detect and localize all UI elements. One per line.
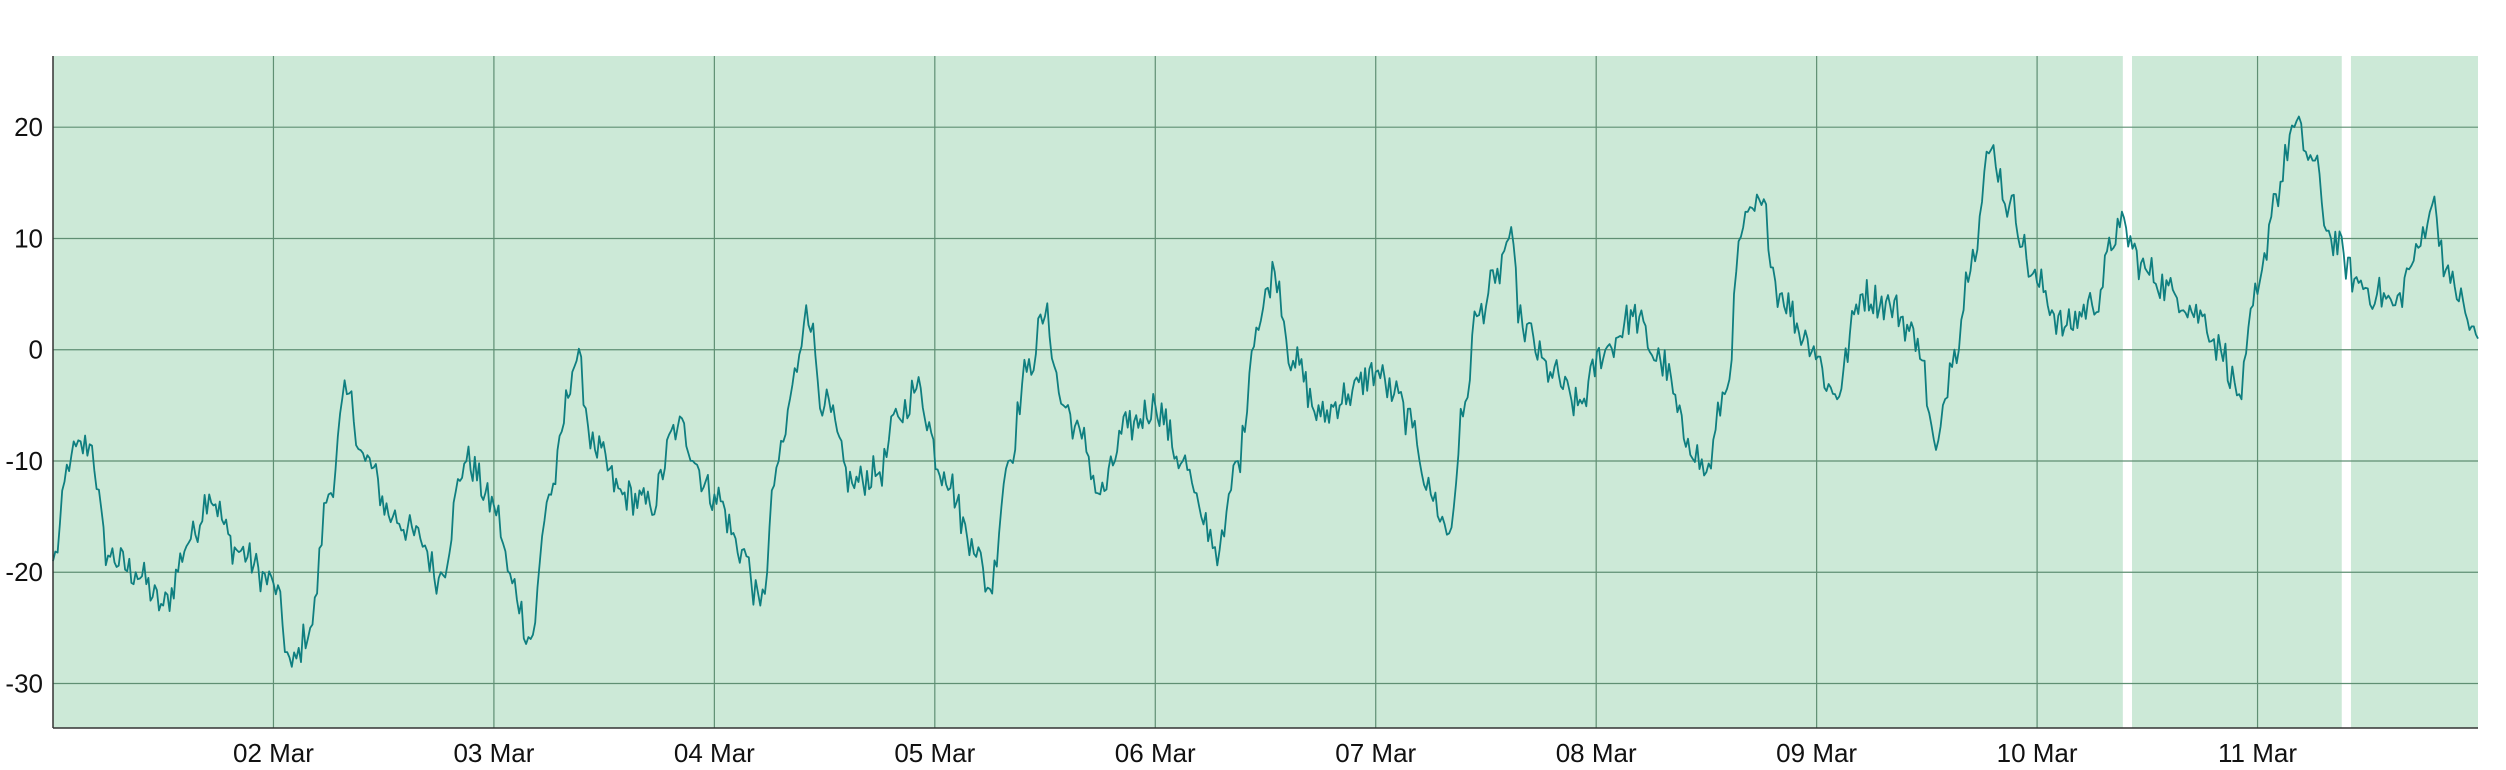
x-tick-label: 10 Mar xyxy=(1997,738,2078,768)
y-tick-labels: 20 10 0 -10 -20 -30 xyxy=(5,112,43,698)
y-tick-label: -20 xyxy=(5,557,43,587)
y-tick-label: 0 xyxy=(29,335,43,365)
y-tick-label: -30 xyxy=(5,668,43,698)
series-path xyxy=(52,115,2479,668)
plot-area-segment xyxy=(2350,56,2478,728)
gridlines xyxy=(53,56,2478,728)
x-tick-label: 02 Mar xyxy=(233,738,314,768)
y-tick-label: 20 xyxy=(14,112,43,142)
x-tick-label: 11 Mar xyxy=(2218,738,2297,768)
x-tick-labels: 02 Mar 03 Mar 04 Mar 05 Mar 06 Mar 07 Mar 08 M… xyxy=(233,738,2297,768)
x-tick-label: 09 Mar xyxy=(1776,738,1857,768)
y-tick-label: 10 xyxy=(14,223,43,253)
series-line xyxy=(52,115,2479,668)
plot-area-segment xyxy=(53,56,2123,728)
x-tick-label: 08 Mar xyxy=(1556,738,1637,768)
x-tick-label: 06 Mar xyxy=(1115,738,1196,768)
x-tick-label: 05 Mar xyxy=(894,738,975,768)
x-tick-label: 03 Mar xyxy=(453,738,534,768)
y-tick-label: -10 xyxy=(5,446,43,476)
axes xyxy=(52,56,2478,729)
plot-background xyxy=(53,56,2478,728)
x-tick-label: 07 Mar xyxy=(1335,738,1416,768)
x-tick-label: 04 Mar xyxy=(674,738,755,768)
